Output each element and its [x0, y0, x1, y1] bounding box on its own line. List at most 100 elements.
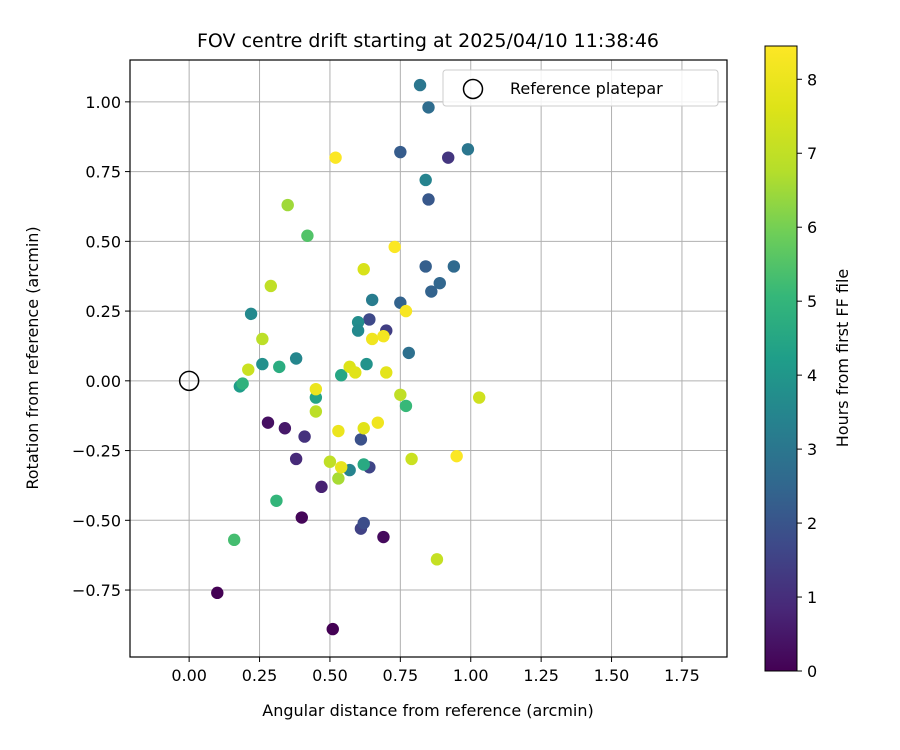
data-point-14: [363, 313, 376, 326]
colorbar-tick-label: 0: [807, 662, 817, 681]
x-tick-label: 1.50: [594, 666, 630, 685]
data-point-56: [242, 363, 255, 376]
colorbar-tick-label: 7: [807, 144, 817, 163]
reference-platepar-marker: [178, 370, 200, 392]
plot-frame: [129, 59, 728, 658]
chart-title: FOV centre drift starting at 2025/04/10 …: [197, 30, 659, 52]
colorbar-label: Hours from first FF file: [833, 269, 852, 448]
data-point-69: [388, 240, 401, 254]
data-point-31: [351, 324, 365, 337]
data-point-8: [298, 430, 311, 443]
data-point-43: [399, 399, 413, 413]
data-point-5: [278, 422, 292, 435]
x-tick-label: 0.25: [242, 666, 278, 685]
data-point-65: [371, 416, 385, 429]
y-axis-label: Rotation from reference (arcmin): [23, 226, 42, 489]
colorbar-tick-label: 6: [807, 218, 817, 237]
colorbar-ticks: 0 1 2 3 4 5 6 7 8: [797, 70, 817, 681]
data-point-55: [472, 391, 486, 404]
data-point-17: [422, 193, 435, 206]
data-point-4: [261, 416, 275, 429]
colorbar-tick-label: 3: [807, 440, 817, 459]
grid: [130, 60, 727, 657]
data-point-38: [335, 369, 348, 382]
x-tick-label: 1.25: [523, 666, 559, 685]
y-tick-label: 0.50: [85, 232, 121, 251]
colorbar-gradient: [764, 45, 798, 672]
data-point-49: [256, 332, 269, 346]
data-point-53: [430, 553, 444, 566]
data-point-20: [433, 276, 446, 290]
colorbar-tick-label: 1: [807, 588, 817, 607]
data-point-7: [289, 452, 303, 466]
y-tick-label: 0.75: [85, 163, 121, 182]
colorbar-tick-label: 2: [807, 514, 817, 533]
x-tick-label: 0.75: [383, 666, 419, 685]
data-point-54: [405, 452, 418, 466]
data-point-44: [227, 533, 241, 547]
data-point-39: [357, 458, 370, 471]
data-point-40: [273, 360, 286, 374]
y-axis-ticks: −0.75 −0.50 −0.25 0.00 0.25 0.50 0.75 1.00: [72, 93, 130, 600]
x-tick-label: 1.75: [664, 666, 700, 685]
data-points: [211, 78, 486, 636]
data-point-26: [413, 78, 427, 92]
data-point-23: [422, 101, 435, 114]
y-tick-label: −0.25: [72, 442, 121, 461]
data-point-0: [211, 586, 224, 600]
data-point-61: [380, 366, 393, 379]
data-point-59: [349, 366, 362, 379]
y-tick-label: −0.75: [72, 581, 121, 600]
legend: Reference platepar: [442, 69, 719, 107]
x-axis-ticks: 0.00 0.25 0.50 0.75 1.00 1.25 1.50 1.75: [171, 657, 700, 685]
data-point-6: [315, 480, 328, 494]
data-point-11: [357, 516, 370, 530]
data-point-57: [357, 263, 370, 276]
data-point-66: [365, 332, 379, 346]
data-point-16: [394, 145, 407, 159]
legend-box: [442, 69, 719, 107]
data-point-35: [360, 357, 373, 371]
data-point-52: [394, 388, 407, 401]
x-tick-label: 0.00: [171, 666, 207, 685]
legend-marker-reference: [462, 78, 484, 100]
data-point-48: [309, 405, 323, 418]
data-point-46: [281, 198, 294, 212]
data-point-68: [399, 304, 413, 318]
data-point-45: [301, 229, 314, 242]
data-point-24: [402, 346, 415, 360]
data-point-67: [377, 329, 390, 343]
x-axis-label: Angular distance from reference (arcmin): [262, 701, 593, 720]
data-point-34: [256, 357, 269, 371]
y-tick-label: −0.50: [72, 511, 121, 530]
data-point-50: [264, 279, 278, 293]
colorbar-tick-label: 8: [807, 70, 817, 89]
data-point-62: [335, 461, 348, 474]
data-point-13: [354, 433, 368, 446]
data-point-63: [309, 382, 323, 396]
legend-label-reference: Reference platepar: [510, 79, 663, 98]
y-tick-label: 0.00: [85, 372, 121, 391]
data-point-28: [419, 173, 432, 187]
data-point-41: [236, 377, 249, 390]
data-point-19: [425, 285, 438, 298]
data-point-1: [326, 622, 339, 636]
data-point-70: [329, 151, 342, 164]
data-point-47: [332, 472, 345, 485]
colorbar-tick-label: 5: [807, 292, 817, 311]
data-point-2: [295, 511, 308, 524]
data-point-32: [289, 352, 303, 365]
colorbar-tick-label: 4: [807, 366, 817, 385]
data-point-3: [377, 530, 390, 544]
data-point-9: [442, 151, 455, 164]
data-point-60: [357, 422, 370, 435]
colorbar: 0 1 2 3 4 5 6 7 8 Hours from first FF file: [764, 45, 852, 681]
data-point-42: [270, 494, 283, 507]
x-tick-label: 0.50: [312, 666, 348, 685]
y-tick-label: 1.00: [85, 93, 121, 112]
x-tick-label: 1.00: [453, 666, 489, 685]
data-point-25: [461, 143, 475, 156]
data-point-51: [323, 455, 337, 468]
data-point-64: [332, 424, 345, 438]
